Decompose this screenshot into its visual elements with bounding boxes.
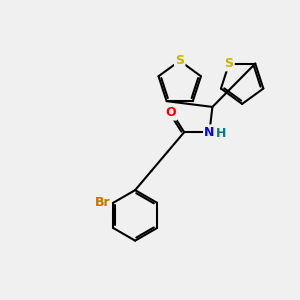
- Text: S: S: [224, 57, 233, 70]
- Text: O: O: [166, 106, 176, 119]
- Text: N: N: [204, 126, 214, 139]
- Text: Br: Br: [95, 196, 111, 209]
- Text: S: S: [175, 54, 184, 67]
- Text: H: H: [216, 127, 226, 140]
